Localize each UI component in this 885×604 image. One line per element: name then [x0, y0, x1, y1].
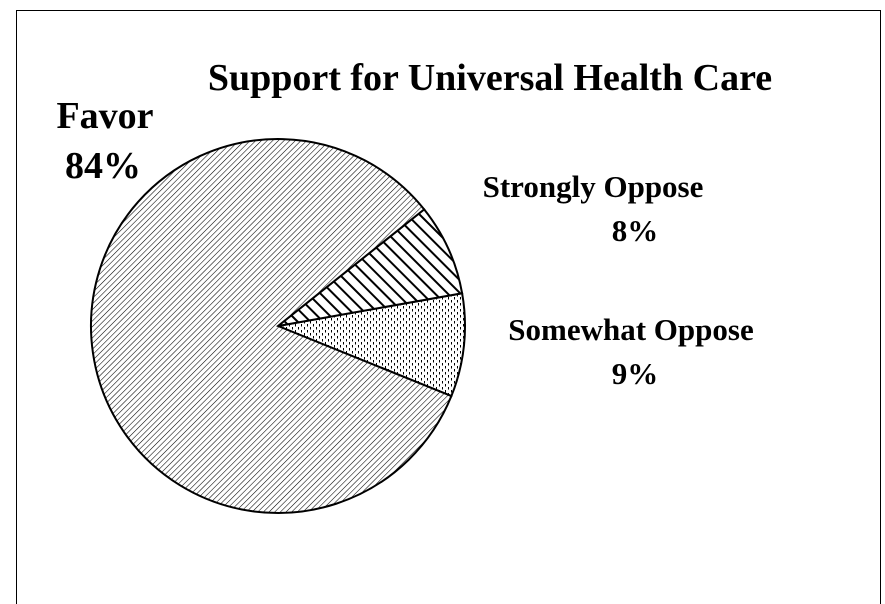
chart-title: Support for Universal Health Care	[208, 57, 772, 99]
slice-value-strongly-oppose: 8%	[612, 213, 659, 248]
slice-label-favor: Favor	[56, 95, 153, 137]
pie-slices	[90, 138, 466, 514]
slice-label-somewhat-oppose: Somewhat Oppose	[508, 312, 753, 347]
pie-slice-strongly-oppose	[277, 207, 464, 327]
pie-slice-somewhat-oppose	[274, 292, 466, 398]
slice-value-somewhat-oppose: 9%	[612, 356, 659, 391]
chart-frame	[16, 10, 881, 604]
slice-label-strongly-oppose: Strongly Oppose	[483, 169, 704, 204]
pie-slice-favor	[90, 138, 453, 514]
slice-value-favor: 84%	[65, 145, 141, 187]
